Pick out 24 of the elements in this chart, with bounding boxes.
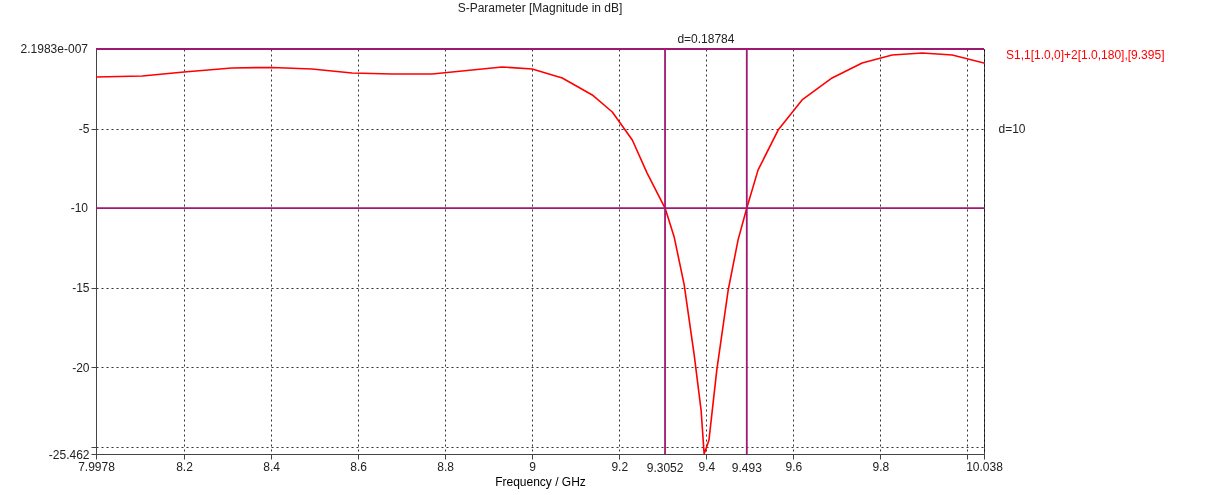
x-tick-label: 8.2 xyxy=(176,459,194,474)
series-label: S1,1[1.0,0]+2[1.0,180],[9.395] xyxy=(1006,48,1165,62)
x-tick-label: 10.038 xyxy=(966,459,1004,474)
x-axis-title: Frequency / GHz xyxy=(495,474,586,489)
y-tick-label: -25.462 xyxy=(48,447,90,462)
x-tick-label: 8.6 xyxy=(350,459,368,474)
x-tick-label: 7.9978 xyxy=(78,459,116,474)
x-tick-label: 9.4 xyxy=(698,459,716,474)
ref-line-label: 9.493 xyxy=(731,461,763,475)
y-tick-label: -5 xyxy=(78,122,90,137)
text: d=10 xyxy=(998,121,1026,136)
ref-line-label: -10 xyxy=(70,201,89,216)
x-tick-label: 8.8 xyxy=(437,459,455,474)
x-tick-label: 9.6 xyxy=(785,459,803,474)
y-tick-label: -20 xyxy=(72,360,90,375)
x-tick-label: 9.2 xyxy=(611,459,629,474)
ref-line-label: 9.3052 xyxy=(646,461,684,475)
text: d=0.18784 xyxy=(677,32,735,46)
y-tick-label: -15 xyxy=(72,281,90,296)
x-tick-label: 9 xyxy=(529,459,537,474)
x-tick-label: 8.4 xyxy=(263,459,281,474)
x-tick-label: 9.8 xyxy=(872,459,890,474)
chart-title: S-Parameter [Magnitude in dB] xyxy=(457,1,623,15)
ref-line-label: 2.1983e-007 xyxy=(20,42,89,56)
